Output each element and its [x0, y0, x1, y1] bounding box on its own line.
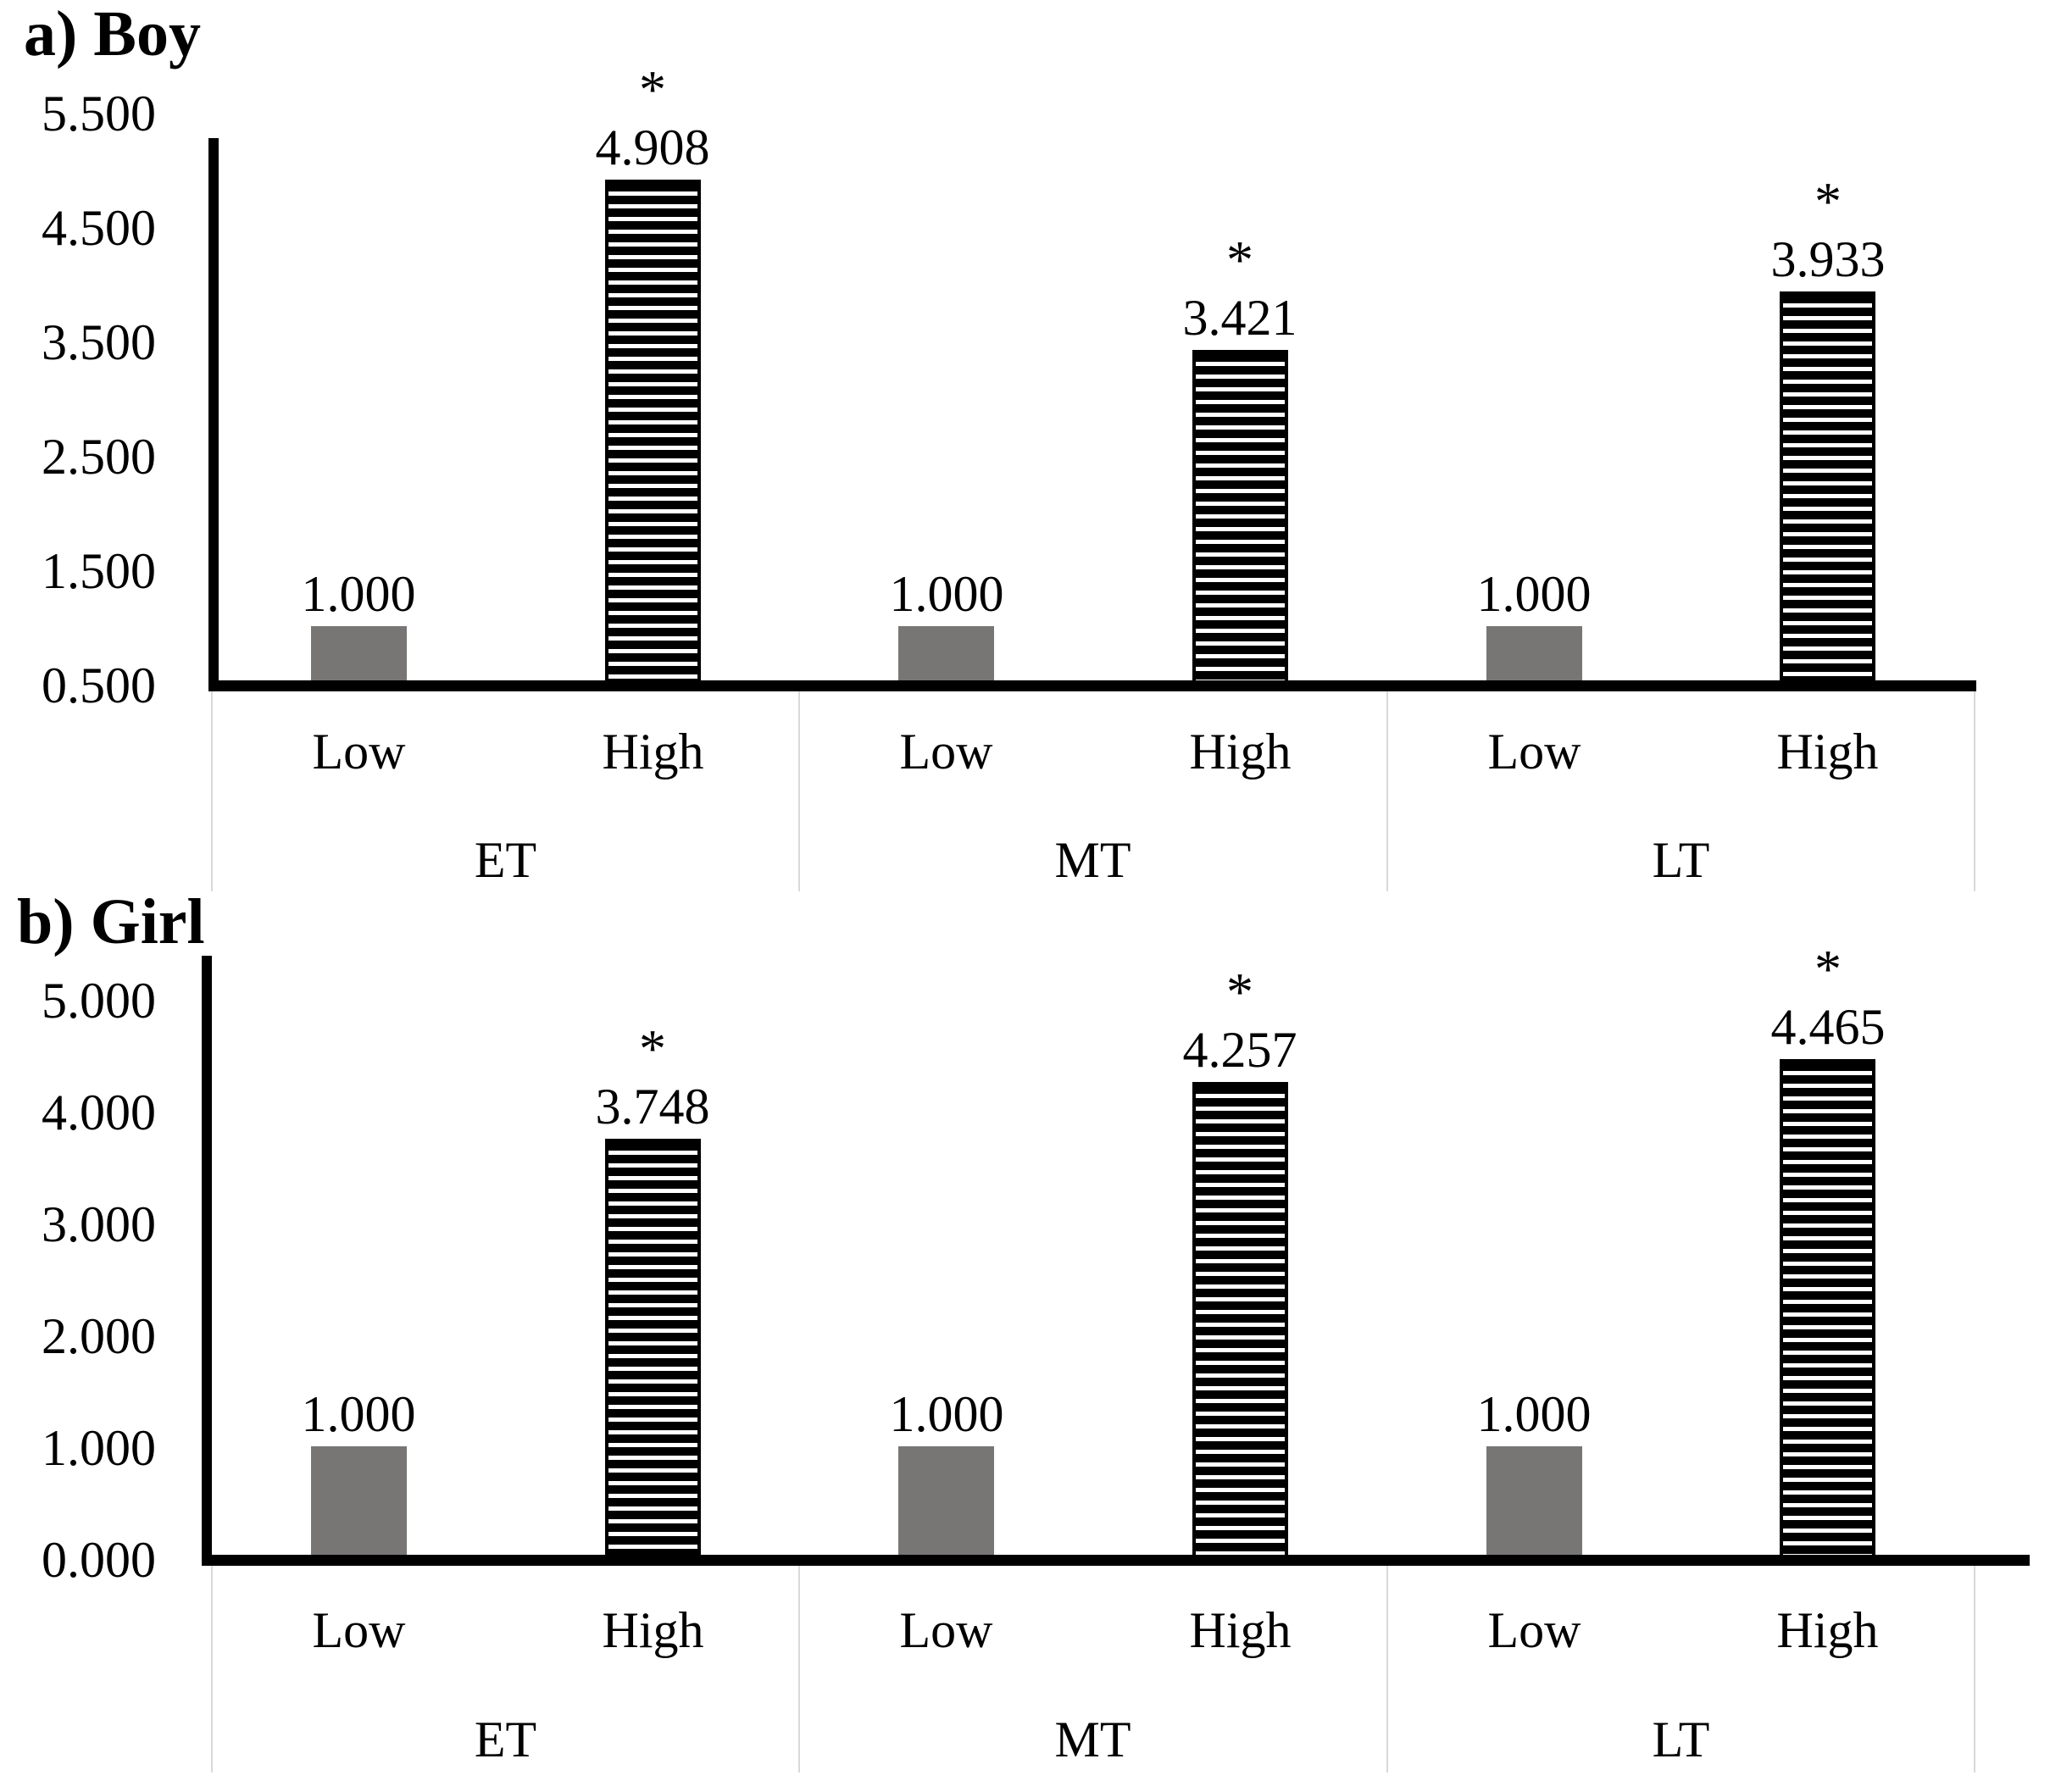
bar-value-label: 1.000 [1476, 1386, 1592, 1442]
x-tick-label: Low [899, 724, 993, 779]
y-tick-label: 4.000 [42, 1085, 156, 1140]
bar-value-label: 4.465 [1770, 999, 1886, 1055]
bar-value-label: 1.000 [889, 566, 1004, 622]
significance-asterisk: * [639, 59, 666, 119]
bar-high [1780, 291, 1875, 684]
x-axis-line [208, 680, 1976, 691]
group-divider [211, 691, 213, 891]
group-divider [1974, 691, 1975, 891]
x-tick-label: High [1776, 724, 1879, 779]
y-axis-line [208, 138, 219, 691]
y-tick-label: 0.500 [42, 657, 156, 713]
bar-value-label: 1.000 [1476, 566, 1592, 622]
bar-low [311, 1446, 407, 1558]
significance-asterisk: * [1226, 230, 1253, 290]
significance-asterisk: * [639, 1018, 666, 1079]
group-divider [211, 1566, 213, 1773]
group-divider [1386, 1566, 1388, 1773]
group-label: LT [1652, 832, 1710, 888]
x-tick-label: High [1189, 724, 1292, 779]
y-tick-label: 3.500 [42, 314, 156, 370]
significance-asterisk: * [1226, 962, 1253, 1022]
bar-high [605, 1139, 701, 1558]
group-divider [798, 691, 800, 891]
x-tick-label: Low [1487, 724, 1581, 779]
group-divider [1386, 691, 1388, 891]
group-label: MT [1054, 1712, 1131, 1767]
bar-low [898, 626, 994, 684]
x-axis-line [202, 1555, 2030, 1566]
y-tick-label: 3.000 [42, 1196, 156, 1252]
bar-low [898, 1446, 994, 1558]
bar-value-label: 3.421 [1182, 290, 1297, 346]
bar-value-label: 3.748 [595, 1079, 710, 1135]
group-label: MT [1054, 832, 1131, 888]
x-tick-label: Low [312, 1602, 406, 1658]
y-tick-label: 2.000 [42, 1308, 156, 1364]
x-tick-label: Low [1487, 1602, 1581, 1658]
y-tick-label: 1.000 [42, 1420, 156, 1476]
group-divider [798, 1566, 800, 1773]
significance-asterisk: * [1814, 939, 1842, 999]
x-tick-label: High [602, 1602, 704, 1658]
bar-low [1486, 1446, 1582, 1558]
bar-low [1486, 626, 1582, 684]
bar-high [605, 180, 701, 684]
bar-value-label: 1.000 [301, 1386, 416, 1442]
group-label: LT [1652, 1712, 1710, 1767]
y-tick-label: 5.500 [42, 86, 156, 141]
y-axis-line [202, 956, 212, 1566]
chart-title-boy: a) Boy [24, 0, 201, 69]
group-divider [1974, 1566, 1975, 1773]
bar-high [1192, 1082, 1288, 1558]
group-label: ET [474, 832, 537, 888]
x-tick-label: High [602, 724, 704, 779]
bar-low [311, 626, 407, 684]
bar-value-label: 4.908 [595, 119, 710, 175]
y-tick-label: 4.500 [42, 200, 156, 256]
y-tick-label: 0.000 [42, 1532, 156, 1588]
bar-value-label: 1.000 [889, 1386, 1004, 1442]
bar-value-label: 1.000 [301, 566, 416, 622]
bar-high [1780, 1059, 1875, 1558]
x-tick-label: Low [899, 1602, 993, 1658]
bar-high [1192, 350, 1288, 684]
chart-title-girl: b) Girl [17, 886, 205, 957]
y-tick-label: 1.500 [42, 543, 156, 599]
x-tick-label: Low [312, 724, 406, 779]
y-tick-label: 2.500 [42, 429, 156, 485]
group-label: ET [474, 1712, 537, 1767]
bar-value-label: 4.257 [1182, 1022, 1297, 1078]
x-tick-label: High [1776, 1602, 1879, 1658]
y-tick-label: 5.000 [42, 973, 156, 1029]
significance-asterisk: * [1814, 171, 1842, 231]
x-tick-label: High [1189, 1602, 1292, 1658]
bar-value-label: 3.933 [1770, 231, 1886, 287]
